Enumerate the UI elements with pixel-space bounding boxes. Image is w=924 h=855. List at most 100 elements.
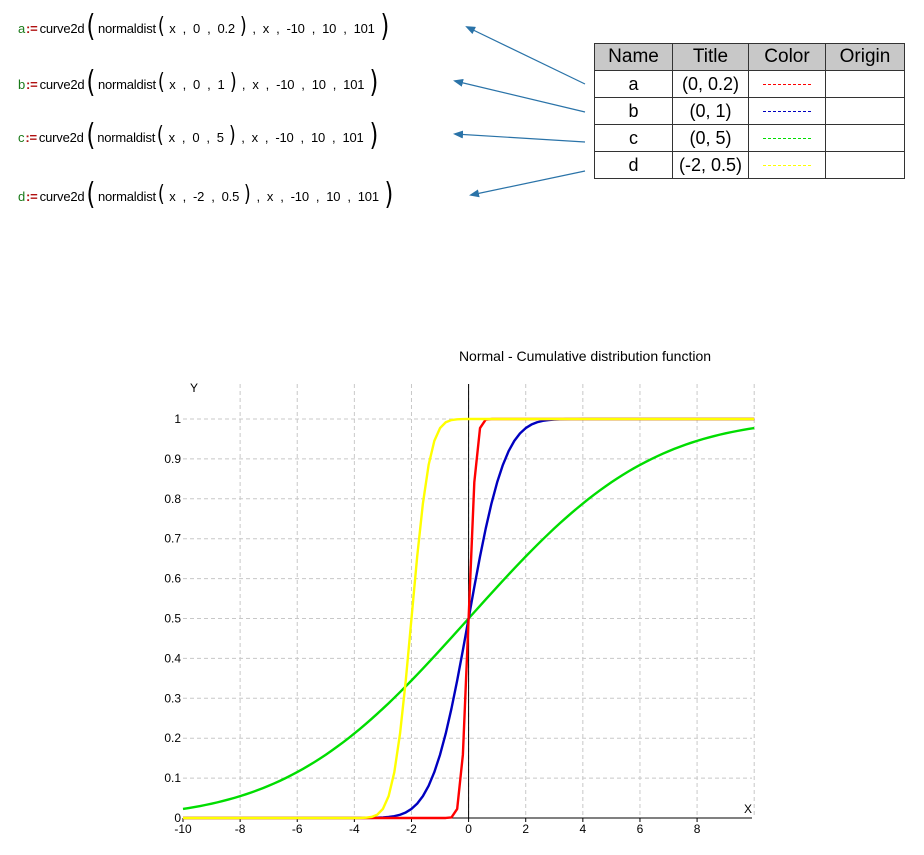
- close-paren: ): [380, 9, 389, 44]
- comma: ,: [206, 129, 210, 145]
- x-tick-label: 6: [637, 822, 644, 836]
- assign-operator: :=: [25, 129, 37, 145]
- close-paren: ): [369, 65, 379, 100]
- y-tick-label: 0.5: [164, 612, 181, 626]
- x-tick-label: -8: [235, 822, 246, 836]
- argument: 1: [217, 76, 225, 92]
- x-tick-label: 2: [522, 822, 529, 836]
- comma: ,: [252, 20, 256, 36]
- comma: ,: [332, 129, 336, 145]
- series-line-d: [183, 417, 755, 820]
- formula-variable: c: [18, 129, 25, 145]
- formula-line-c[interactable]: c:= curve2d(normaldist(x, 0, 5), x, -10, 10, 10…: [18, 120, 380, 154]
- open-paren: (: [86, 65, 96, 100]
- dashed-color-line: [763, 165, 811, 167]
- function-name: curve2d: [39, 76, 85, 92]
- function-name: normaldist: [97, 129, 156, 145]
- argument: 0.2: [217, 20, 235, 36]
- open-paren: (: [157, 14, 165, 39]
- comma: ,: [264, 129, 269, 145]
- argument: -10: [276, 76, 295, 92]
- close-paren: ): [229, 70, 237, 95]
- formula-line-d[interactable]: d:= curve2d(normaldist(x, -2, 0.5), x, -10, 10…: [18, 179, 395, 213]
- assign-operator: :=: [26, 20, 38, 36]
- header-color: Color: [748, 43, 826, 71]
- y-tick-label: 0.6: [164, 572, 181, 586]
- argument: x: [266, 188, 274, 204]
- comma: ,: [241, 129, 245, 145]
- x-tick-label: -6: [292, 822, 303, 836]
- table-row: a (0, 0.2): [594, 70, 905, 98]
- close-paren: ): [228, 123, 236, 148]
- comma: ,: [301, 76, 305, 92]
- argument: 10: [322, 20, 337, 36]
- x-axis-label: X: [744, 802, 752, 816]
- function-name: normaldist: [97, 188, 156, 204]
- comma: ,: [256, 188, 261, 204]
- function-name: curve2d: [39, 188, 85, 204]
- function-name: normaldist: [97, 76, 156, 92]
- comma: ,: [276, 20, 280, 36]
- header-title: Title: [672, 43, 749, 71]
- y-tick-label: 0: [174, 811, 181, 825]
- y-tick-label: 0.3: [164, 691, 181, 705]
- comma: ,: [182, 20, 187, 36]
- x-tick-label: -10: [174, 822, 192, 836]
- argument: 101: [343, 76, 365, 92]
- pointer-arrow-d: [469, 170, 586, 198]
- argument: x: [169, 188, 176, 204]
- assign-operator: :=: [26, 76, 38, 92]
- argument: 0: [193, 76, 201, 92]
- argument: x: [262, 20, 270, 36]
- row-origin: [825, 151, 905, 179]
- x-tick-label: 8: [694, 822, 701, 836]
- argument: x: [251, 129, 259, 145]
- comma: ,: [181, 129, 186, 145]
- open-paren: (: [86, 118, 95, 153]
- argument: 10: [326, 188, 341, 204]
- dashed-color-line: [763, 84, 811, 86]
- table-row: d (-2, 0.5): [594, 151, 905, 179]
- y-tick-label: 0.7: [164, 532, 181, 546]
- argument: 101: [353, 20, 375, 36]
- function-name: curve2d: [39, 20, 85, 36]
- argument: x: [168, 129, 176, 145]
- dashed-color-line: [763, 111, 811, 113]
- argument: -10: [290, 188, 309, 204]
- open-paren: (: [157, 182, 165, 207]
- formula-variable: d: [18, 188, 26, 204]
- argument: x: [169, 76, 176, 92]
- header-origin: Origin: [825, 43, 905, 71]
- close-paren: ): [239, 14, 247, 39]
- row-color-swatch: [748, 151, 826, 179]
- argument: 10: [311, 76, 326, 92]
- formula-variable: a: [18, 20, 26, 36]
- argument: x: [252, 76, 259, 92]
- y-tick-label: 0.9: [164, 452, 181, 466]
- comma: ,: [332, 76, 337, 92]
- open-paren: (: [86, 177, 96, 212]
- comma: ,: [315, 188, 320, 204]
- argument: 101: [357, 188, 379, 204]
- comma: ,: [182, 76, 187, 92]
- x-tick-label: -4: [349, 822, 360, 836]
- chart-title: Normal - Cumulative distribution functio…: [459, 348, 711, 364]
- close-paren: ): [243, 182, 251, 207]
- comma: ,: [343, 20, 347, 36]
- formula-variable: b: [18, 76, 26, 92]
- open-paren: (: [86, 9, 96, 44]
- comma: ,: [300, 129, 305, 145]
- x-tick-label: 0: [465, 822, 472, 836]
- formula-line-b[interactable]: b:= curve2d(normaldist(x, 0, 1), x, -10, 10, 10…: [18, 67, 381, 101]
- argument: 101: [342, 129, 364, 145]
- argument: 0: [193, 20, 201, 36]
- y-tick-label: 0.8: [164, 492, 181, 506]
- close-paren: ): [368, 118, 378, 153]
- comma: ,: [280, 188, 284, 204]
- y-tick-label: 0.1: [164, 771, 181, 785]
- comma: ,: [211, 188, 215, 204]
- formula-line-a[interactable]: a:= curve2d(normaldist(x, 0, 0.2), x, -10, 10,…: [18, 11, 391, 45]
- x-tick-label: 4: [579, 822, 586, 836]
- row-name: d: [594, 151, 673, 179]
- argument: -2: [193, 188, 205, 204]
